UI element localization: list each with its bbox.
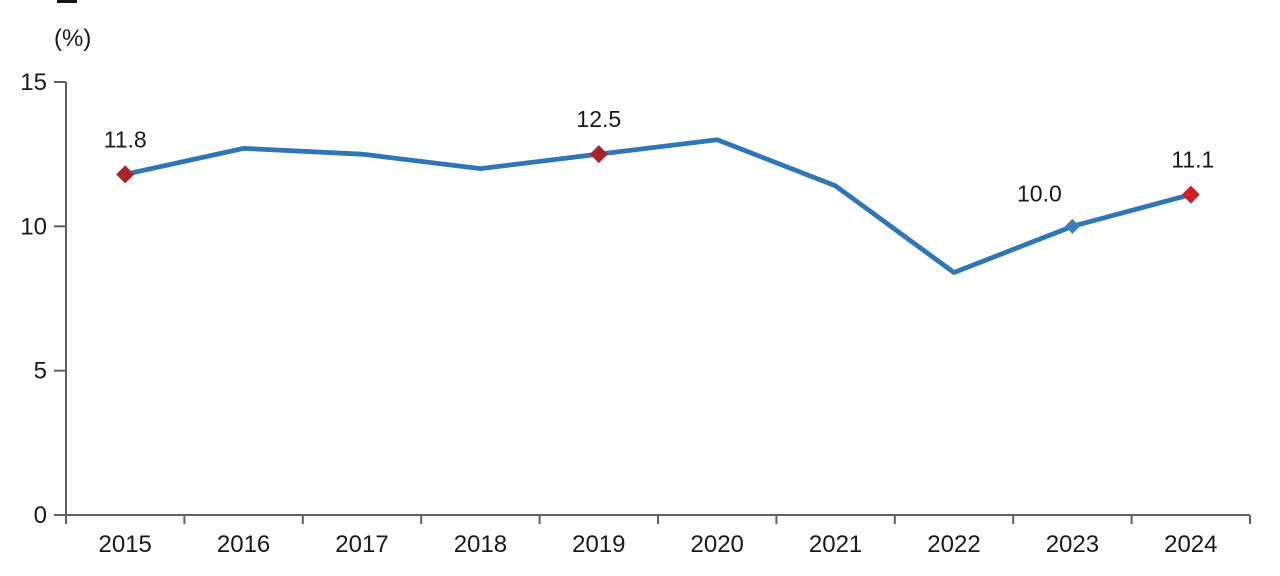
x-axis-tick-label: 2021 (809, 531, 862, 558)
x-axis-tick-label: 2017 (335, 531, 388, 558)
x-axis-tick-label: 2023 (1046, 531, 1099, 558)
data-point-marker-2019 (589, 145, 608, 164)
y-axis-tick-label: 0 (34, 502, 47, 529)
y-axis-tick-label: 5 (34, 358, 47, 385)
cropped-title-artifact (57, 0, 77, 3)
x-axis-tick-label: 2024 (1164, 531, 1217, 558)
x-axis-tick-label: 2015 (99, 531, 152, 558)
x-axis-tick-label: 2020 (691, 531, 744, 558)
x-axis-tick-label: 2018 (454, 531, 507, 558)
x-axis-tick-label: 2022 (927, 531, 980, 558)
data-point-label-2015: 11.8 (104, 126, 147, 152)
y-axis-tick-label: 10 (20, 213, 47, 240)
data-point-marker-2023 (1064, 218, 1080, 234)
data-line (122, 137, 1194, 275)
data-point-marker-2024 (1181, 185, 1200, 204)
data-point-label-2024: 11.1 (1171, 147, 1214, 173)
data-point-label-2023: 10.0 (1017, 180, 1062, 206)
y-axis-tick-label: 15 (20, 69, 47, 96)
y-axis-unit-label: (%) (54, 25, 91, 52)
x-axis-tick-label: 2019 (572, 531, 625, 558)
x-axis-tick-label: 2016 (217, 531, 270, 558)
data-point-label-2019: 12.5 (576, 106, 621, 132)
data-point-marker-2015 (116, 165, 135, 184)
